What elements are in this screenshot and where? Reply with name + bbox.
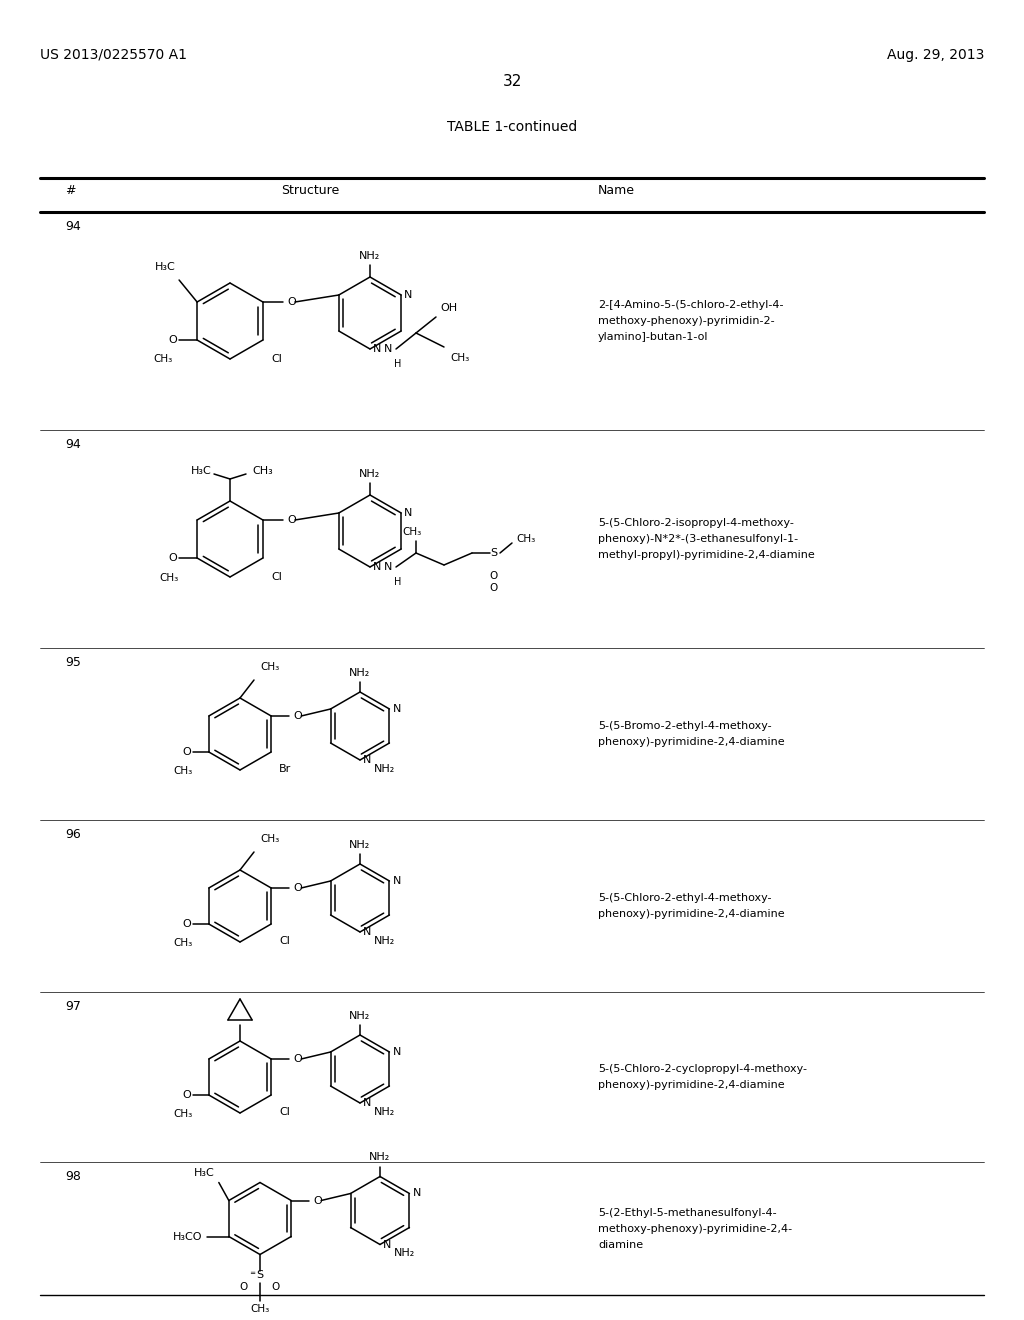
Text: ═: ═ [250,1270,254,1275]
Text: 94: 94 [65,438,81,451]
Text: CH₃: CH₃ [173,766,193,776]
Text: O: O [240,1283,248,1292]
Text: 5-(2-Ethyl-5-methanesulfonyl-4-: 5-(2-Ethyl-5-methanesulfonyl-4- [598,1208,776,1217]
Text: 97: 97 [65,1001,81,1012]
Text: Structure: Structure [281,183,339,197]
Text: CH₃: CH₃ [154,354,173,364]
Text: Br: Br [280,764,292,774]
Text: N: N [362,1098,372,1107]
Text: 32: 32 [503,74,521,88]
Text: NH₂: NH₂ [374,764,395,774]
Text: N: N [392,876,400,886]
Text: 95: 95 [65,656,81,669]
Text: 2-[4-Amino-5-(5-chloro-2-ethyl-4-: 2-[4-Amino-5-(5-chloro-2-ethyl-4- [598,300,783,310]
Text: N: N [392,1047,400,1057]
Text: methoxy-phenoxy)-pyrimidine-2,4-: methoxy-phenoxy)-pyrimidine-2,4- [598,1224,793,1233]
Text: N: N [383,1239,391,1250]
Text: NH₂: NH₂ [374,1107,395,1117]
Text: H₃C: H₃C [156,261,176,272]
Text: H₃CO: H₃CO [173,1232,203,1242]
Text: Cl: Cl [280,1107,290,1117]
Text: CH₃: CH₃ [173,939,193,948]
Text: O: O [272,1283,281,1292]
Text: NH₂: NH₂ [359,469,381,479]
Text: NH₂: NH₂ [374,936,395,946]
Text: NH₂: NH₂ [359,251,381,261]
Text: N: N [362,927,372,937]
Text: CH₃: CH₃ [252,466,272,477]
Text: phenoxy)-N*2*-(3-ethanesulfonyl-1-: phenoxy)-N*2*-(3-ethanesulfonyl-1- [598,535,798,544]
Text: NH₂: NH₂ [370,1152,390,1163]
Text: N: N [362,755,372,766]
Text: N: N [373,562,381,572]
Text: ylamino]-butan-1-ol: ylamino]-butan-1-ol [598,333,709,342]
Text: 5-(5-Chloro-2-cyclopropyl-4-methoxy-: 5-(5-Chloro-2-cyclopropyl-4-methoxy- [598,1064,807,1074]
Text: O: O [287,297,296,308]
Text: CH₃: CH₃ [450,352,469,363]
Text: S: S [256,1270,263,1279]
Text: O: O [293,883,302,894]
Text: O: O [182,1090,190,1100]
Text: N: N [404,290,413,300]
Text: OH: OH [440,304,457,313]
Text: NH₂: NH₂ [349,840,371,850]
Text: N: N [373,345,381,354]
Text: 98: 98 [65,1170,81,1183]
Text: 5-(5-Chloro-2-isopropyl-4-methoxy-: 5-(5-Chloro-2-isopropyl-4-methoxy- [598,517,794,528]
Text: Aug. 29, 2013: Aug. 29, 2013 [887,48,984,62]
Text: H: H [394,577,401,587]
Text: O: O [293,1053,302,1064]
Text: CH₃: CH₃ [516,535,536,544]
Text: O: O [168,335,177,345]
Text: NH₂: NH₂ [349,668,371,678]
Text: O: O [287,515,296,525]
Text: H₃C: H₃C [191,466,212,477]
Text: phenoxy)-pyrimidine-2,4-diamine: phenoxy)-pyrimidine-2,4-diamine [598,737,784,747]
Text: O: O [182,747,190,756]
Text: Cl: Cl [271,354,282,364]
Text: NH₂: NH₂ [349,1011,371,1020]
Text: N: N [384,345,392,354]
Text: O: O [313,1196,322,1205]
Text: CH₃: CH₃ [260,834,280,843]
Text: CH₃: CH₃ [173,1109,193,1119]
Text: CH₃: CH₃ [260,663,280,672]
Text: N: N [392,704,400,714]
Text: O: O [489,572,498,581]
Text: US 2013/0225570 A1: US 2013/0225570 A1 [40,48,187,62]
Text: CH₃: CH₃ [251,1304,269,1315]
Text: O: O [168,553,177,564]
Text: diamine: diamine [598,1239,643,1250]
Text: methyl-propyl)-pyrimidine-2,4-diamine: methyl-propyl)-pyrimidine-2,4-diamine [598,550,815,560]
Text: Name: Name [598,183,635,197]
Text: H: H [394,359,401,370]
Text: NH₂: NH₂ [394,1249,416,1258]
Text: #: # [65,183,76,197]
Text: 5-(5-Bromo-2-ethyl-4-methoxy-: 5-(5-Bromo-2-ethyl-4-methoxy- [598,721,772,731]
Text: H₃C: H₃C [195,1168,215,1179]
Text: N: N [413,1188,421,1199]
Text: CH₃: CH₃ [402,527,422,537]
Text: S: S [490,548,498,558]
Text: O: O [489,583,498,593]
Text: O: O [293,711,302,721]
Text: methoxy-phenoxy)-pyrimidin-2-: methoxy-phenoxy)-pyrimidin-2- [598,315,774,326]
Text: phenoxy)-pyrimidine-2,4-diamine: phenoxy)-pyrimidine-2,4-diamine [598,909,784,919]
Text: 94: 94 [65,220,81,234]
Text: CH₃: CH₃ [160,573,179,583]
Text: N: N [404,508,413,517]
Text: phenoxy)-pyrimidine-2,4-diamine: phenoxy)-pyrimidine-2,4-diamine [598,1080,784,1090]
Text: O: O [182,919,190,929]
Text: Cl: Cl [280,936,290,946]
Text: Cl: Cl [271,572,282,582]
Text: TABLE 1-continued: TABLE 1-continued [446,120,578,135]
Text: N: N [384,562,392,572]
Text: 96: 96 [65,828,81,841]
Text: 5-(5-Chloro-2-ethyl-4-methoxy-: 5-(5-Chloro-2-ethyl-4-methoxy- [598,894,771,903]
